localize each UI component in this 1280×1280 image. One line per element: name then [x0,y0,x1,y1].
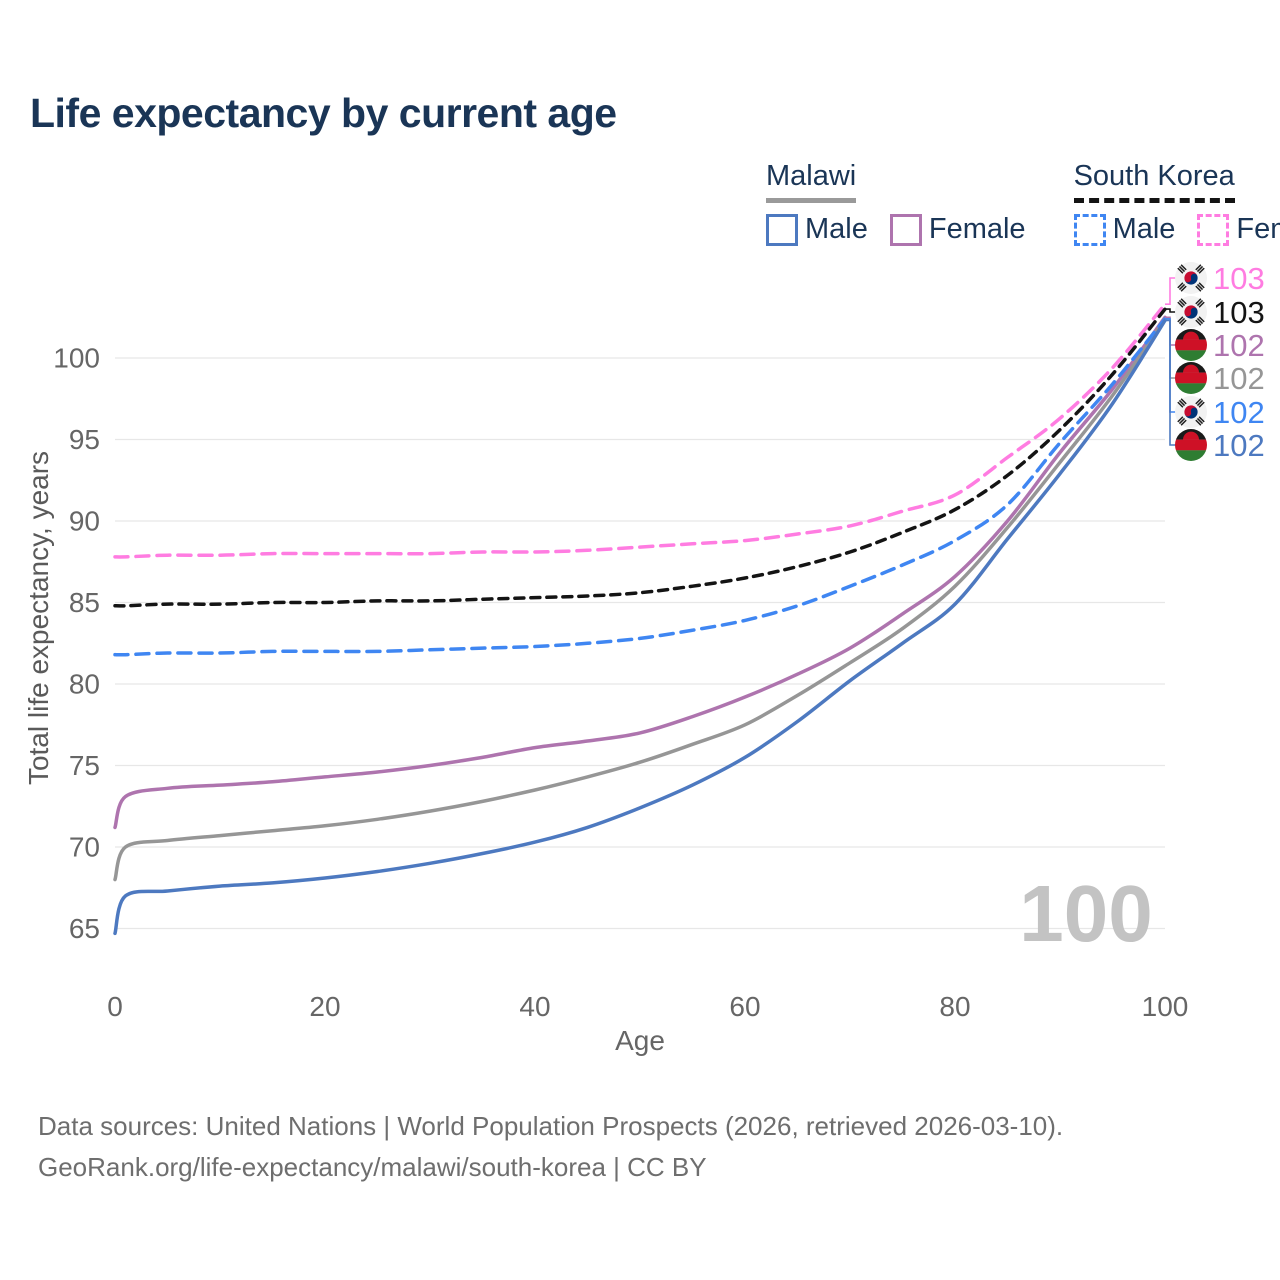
gridlines [115,357,1165,930]
y-tick-label-100: 100 [53,343,100,374]
footer-data-sources: Data sources: United Nations | World Pop… [38,1111,1064,1141]
endpoint-value-label-south-korea: 103 [1213,295,1265,330]
series-line-south-korea[interactable] [113,307,1167,608]
flag-mw-icon [1175,429,1207,461]
legend-label-malawi-male: Male [805,213,868,245]
endpoint-value-label-malawi-female: 102 [1213,328,1265,363]
y-tick-label-90: 90 [69,506,100,537]
flag-kr-icon [1175,262,1207,294]
legend-item-malawi-male[interactable]: Male [766,213,868,246]
legend-group-south-korea: South Korea Male Female [1073,160,1280,246]
legend-swatch-south-korea-female [1197,213,1230,246]
legend-group-malawi: Malawi Male Female [766,160,1026,246]
legend-swatch-south-korea-male [1073,213,1106,246]
x-tick-label-20: 20 [309,991,340,1022]
y-tick-label-95: 95 [69,424,100,455]
flag-kr-icon [1175,296,1207,328]
x-axis-title: Age [615,1025,665,1056]
chart-legend: Malawi Male Female South Korea Male [766,160,1280,246]
x-tick-label-60: 60 [729,991,760,1022]
flag-kr-icon [1175,396,1207,428]
legend-label-malawi-female: Female [928,213,1026,245]
legend-label-south-korea-female: Female [1236,213,1280,245]
legend-item-south-korea-female[interactable]: Female [1197,213,1280,246]
endpoint-connector-south-korea-female [1165,277,1176,305]
series-line-malawi-male[interactable] [113,318,1167,936]
series-line-south-korea-male[interactable] [113,317,1167,657]
legend-item-malawi-female[interactable]: Female [889,213,1026,246]
x-tick-label-40: 40 [519,991,550,1022]
y-tick-label-75: 75 [69,750,100,781]
flag-mw-icon [1175,329,1207,361]
footer: Data sources: United Nations | World Pop… [38,1106,1063,1188]
series-line-malawi-female[interactable] [113,315,1167,830]
page-title: Life expectancy by current age [30,90,617,136]
endpoint-value-label-south-korea-female: 103 [1213,261,1265,296]
x-tick-label-100: 100 [1142,991,1189,1022]
y-tick-label-80: 80 [69,669,100,700]
endpoint-connector-south-korea [1165,308,1176,313]
legend-title-south-korea: South Korea [1073,160,1235,203]
endpoint-value-label-south-korea-male: 102 [1213,395,1265,430]
endpoint-value-label-malawi: 102 [1213,361,1265,396]
legend-swatch-malawi-female [889,213,922,246]
y-tick-label-85: 85 [69,587,100,618]
legend-title-malawi: Malawi [766,160,857,203]
endpoint-value-label-malawi-male: 102 [1213,428,1265,463]
y-axis-title: Total life expectancy, years [23,451,54,785]
y-axis-tick-labels: 65 70 75 80 85 90 95 100 [53,343,100,945]
footer-attribution: GeoRank.org/life-expectancy/malawi/south… [38,1152,707,1182]
x-axis-tick-labels: 0 20 40 60 80 100 [107,991,1188,1022]
series-line-malawi[interactable] [113,317,1167,882]
legend-item-south-korea-male[interactable]: Male [1073,213,1176,246]
y-tick-label-65: 65 [69,913,100,944]
x-tick-label-0: 0 [107,991,123,1022]
endpoint-connector-malawi-male [1165,319,1176,446]
series-line-south-korea-female[interactable] [113,302,1167,559]
legend-swatch-malawi-male [766,213,798,246]
flag-mw-icon [1175,362,1207,394]
legend-label-south-korea-male: Male [1112,213,1176,245]
x-tick-label-80: 80 [939,991,970,1022]
watermark-age-100: 100 [1019,869,1152,958]
series-layer [113,302,1167,936]
y-tick-label-70: 70 [69,832,100,863]
